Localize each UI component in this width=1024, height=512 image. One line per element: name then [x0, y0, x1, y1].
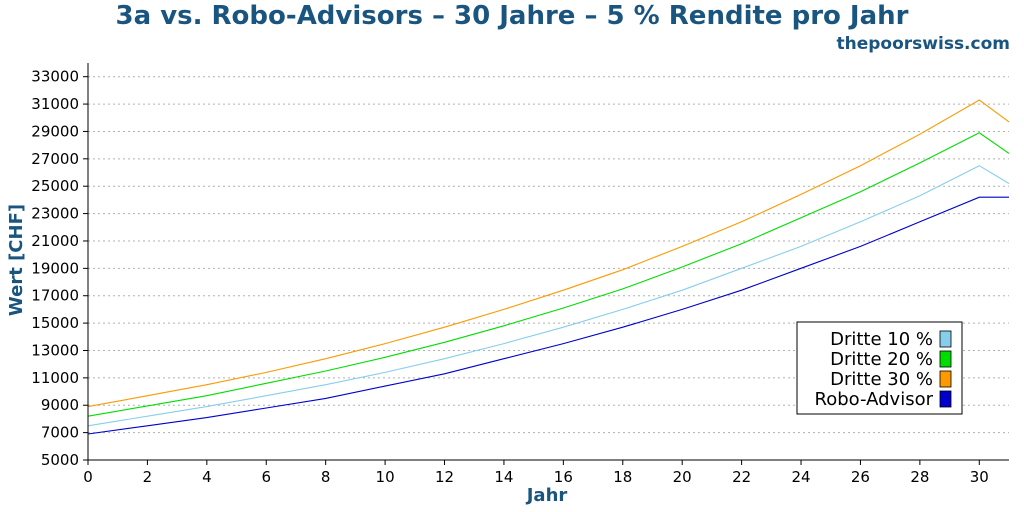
y-axis-label: Wert [CHF] — [6, 204, 27, 316]
x-ticks: 0 2 4 6 8 10 12 14 16 18 20 22 24 26 28 30 — [83, 460, 989, 486]
series-lines — [87, 99, 1010, 435]
y-tick-label: 5000 — [41, 451, 79, 469]
y-tick-label: 29000 — [31, 122, 79, 140]
y-tick-label: 7000 — [41, 424, 79, 442]
legend-label: Dritte 30 % — [830, 369, 933, 390]
y-tick-label: 15000 — [31, 314, 79, 332]
x-tick-label: 6 — [261, 468, 271, 486]
x-tick-label: 28 — [910, 468, 929, 486]
legend-swatch — [939, 390, 952, 408]
x-tick-label: 4 — [202, 468, 212, 486]
y-tick-label: 17000 — [31, 287, 79, 305]
x-tick-label: 30 — [970, 468, 989, 486]
x-tick-label: 14 — [494, 468, 513, 486]
chart-subtitle: thepoorswiss.com — [836, 34, 1011, 54]
series-line — [87, 165, 1010, 427]
y-tick-label: 23000 — [31, 205, 79, 223]
y-tick-label: 27000 — [31, 150, 79, 168]
x-tick-label: 8 — [321, 468, 331, 486]
y-tick-label: 31000 — [31, 95, 79, 113]
y-ticks: 5000 7000 9000 11000 13000 15000 17000 19000 210… — [31, 68, 88, 469]
legend-box — [796, 321, 963, 415]
y-tick-label: 9000 — [41, 396, 79, 414]
legend-label: Dritte 10 % — [830, 329, 933, 350]
y-tick-label: 19000 — [31, 259, 79, 277]
y-tick-label: 13000 — [31, 341, 79, 359]
x-tick-label: 18 — [613, 468, 632, 486]
x-tick-label: 20 — [673, 468, 692, 486]
grid-lines — [88, 76, 1009, 434]
axes — [87, 63, 1009, 461]
legend-label: Robo-Advisor — [815, 389, 934, 410]
x-tick-label: 16 — [554, 468, 573, 486]
y-tick-label: 33000 — [31, 68, 79, 86]
y-tick-label: 21000 — [31, 232, 79, 250]
legend-swatch — [939, 330, 952, 348]
x-axis-label: Jahr — [525, 485, 568, 506]
y-tick-label: 25000 — [31, 177, 79, 195]
legend-swatch — [939, 370, 952, 388]
x-tick-label: 24 — [791, 468, 810, 486]
x-tick-label: 0 — [83, 468, 93, 486]
x-tick-label: 26 — [851, 468, 870, 486]
series-line — [87, 196, 1009, 435]
series-line — [87, 132, 1010, 417]
x-tick-label: 2 — [143, 468, 153, 486]
x-tick-label: 10 — [376, 468, 395, 486]
x-tick-label: 22 — [732, 468, 751, 486]
y-tick-label: 11000 — [31, 369, 79, 387]
legend: Dritte 10 %Dritte 20 %Dritte 30 %Robo-Ad… — [796, 321, 963, 415]
series-line — [87, 99, 1010, 408]
legend-swatch — [939, 350, 952, 368]
chart-title: 3a vs. Robo-Advisors – 30 Jahre – 5 % Re… — [115, 1, 909, 31]
x-tick-label: 12 — [435, 468, 454, 486]
legend-label: Dritte 20 % — [830, 349, 933, 370]
